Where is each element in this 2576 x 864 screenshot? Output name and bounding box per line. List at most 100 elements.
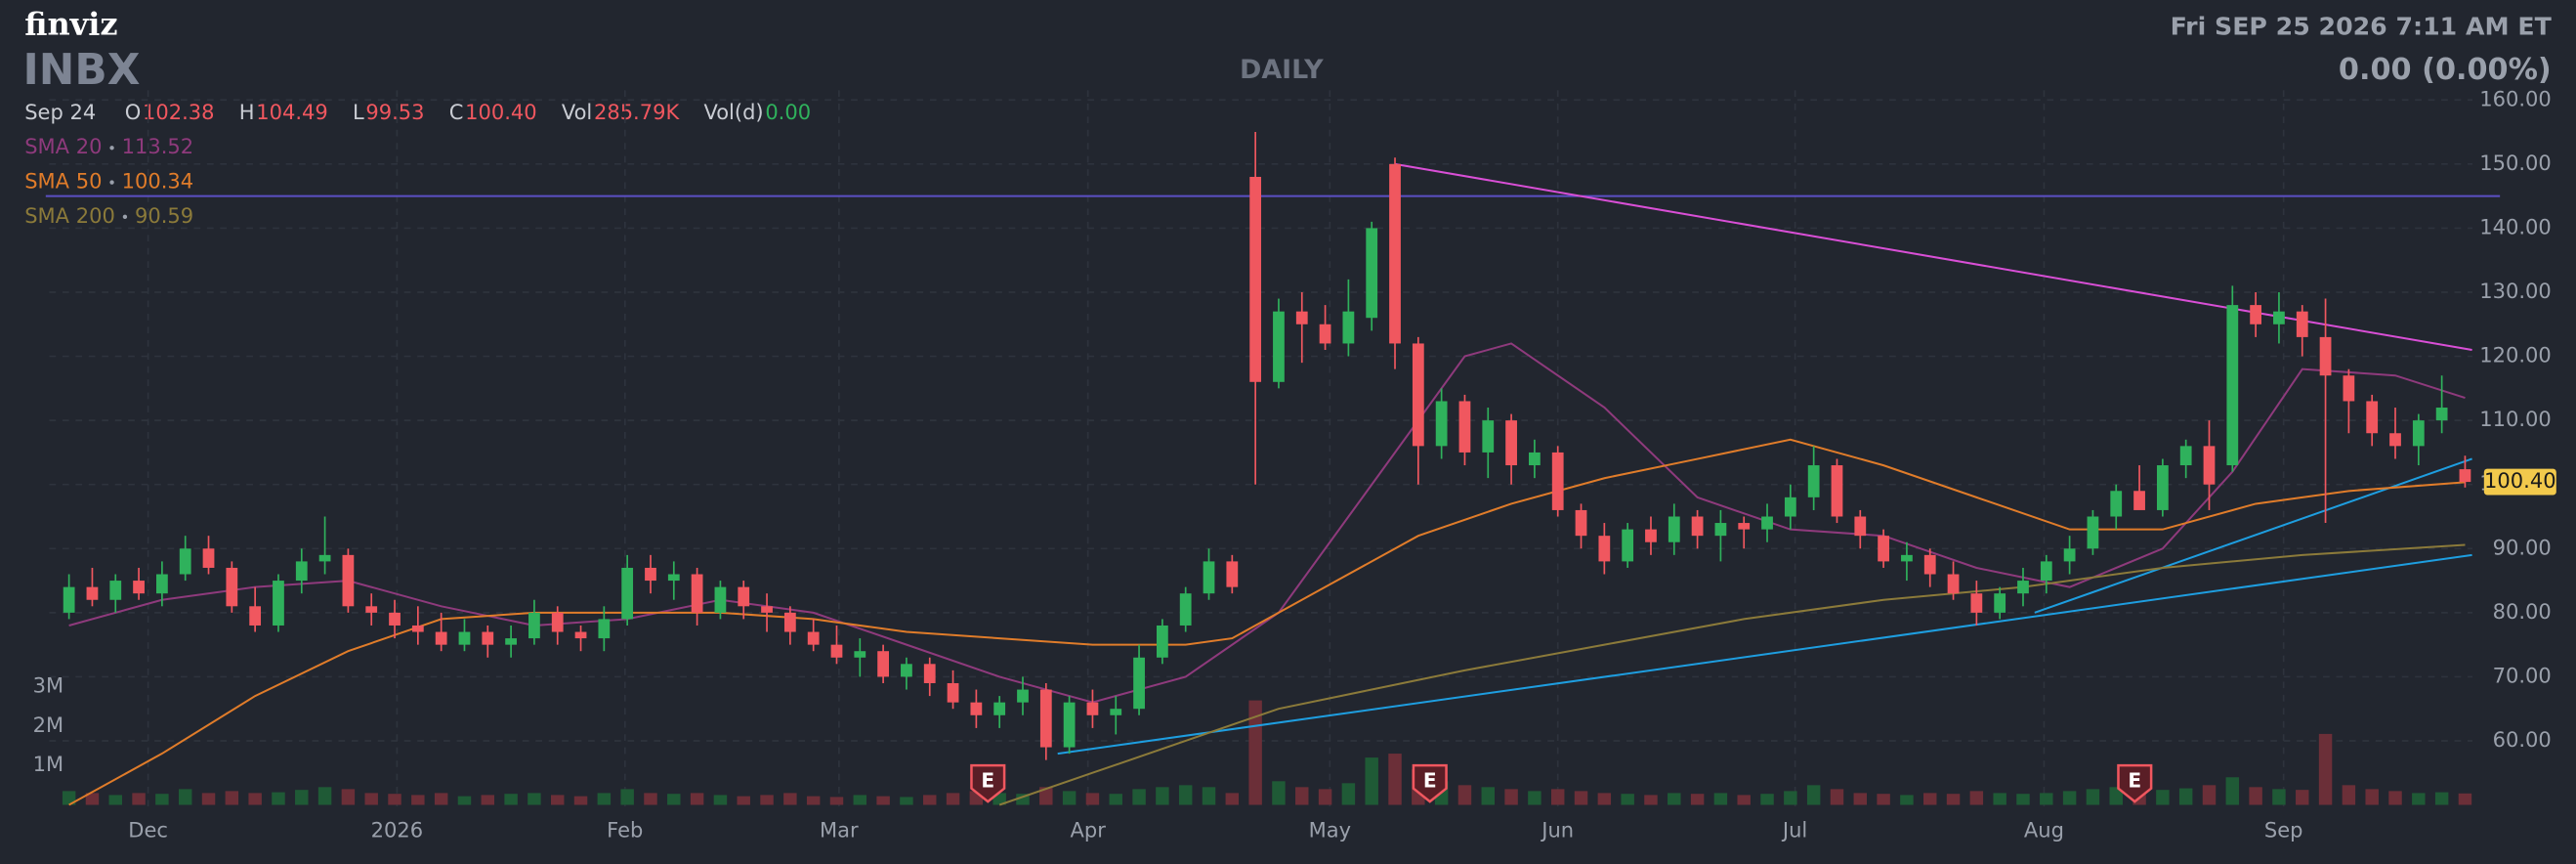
quote-value: 102.38 bbox=[143, 100, 215, 124]
x-tick-label: May bbox=[1309, 817, 1351, 842]
earnings-label: E bbox=[981, 768, 994, 792]
datetime: Fri SEP 25 2026 7:11 AM ET bbox=[2171, 13, 2553, 41]
timeframe: DAILY bbox=[1240, 55, 1324, 85]
candle-body bbox=[1482, 420, 1495, 453]
candle-body bbox=[877, 651, 890, 677]
volume-bar bbox=[2062, 791, 2077, 805]
volume-bar bbox=[900, 797, 913, 805]
volume-bar bbox=[2016, 794, 2030, 805]
candle-body bbox=[273, 581, 284, 626]
volume-bar bbox=[248, 793, 262, 805]
trendline bbox=[1057, 553, 2472, 756]
quote-label: Vol(d) bbox=[703, 100, 763, 124]
candle-body bbox=[2435, 408, 2448, 421]
volume-bar bbox=[85, 793, 100, 805]
change: 0.00 (0.00%) bbox=[2339, 53, 2552, 87]
y-tick-label: 130.00 bbox=[2479, 279, 2552, 303]
volume-bar bbox=[2412, 793, 2426, 805]
volume-bar bbox=[1109, 794, 1122, 805]
y-tick-label: 60.00 bbox=[2493, 727, 2552, 752]
candle-body bbox=[2156, 465, 2169, 510]
volume-bar bbox=[132, 793, 146, 805]
volume-bar bbox=[504, 794, 518, 805]
x-tick-label: 2026 bbox=[371, 817, 423, 842]
candle-body bbox=[1203, 561, 1215, 594]
volume-bar bbox=[597, 793, 612, 805]
candle-body bbox=[993, 702, 1006, 715]
candle-body bbox=[2273, 311, 2285, 324]
candle-body bbox=[389, 612, 401, 626]
candle-body bbox=[1226, 561, 1239, 587]
volume-bar bbox=[1993, 793, 2006, 805]
volume-bar bbox=[2040, 793, 2053, 805]
candle-body bbox=[1575, 509, 1587, 537]
candle-body bbox=[1412, 343, 1424, 447]
earnings-label: E bbox=[2128, 768, 2141, 792]
candle-body bbox=[1761, 516, 1773, 530]
candle-body bbox=[133, 581, 145, 594]
volume-bar bbox=[760, 795, 774, 805]
y-tick-label: 140.00 bbox=[2479, 214, 2552, 238]
volume-bar bbox=[2272, 789, 2286, 805]
legend-value: 90.59 bbox=[135, 203, 193, 228]
quote-label: C bbox=[449, 100, 464, 124]
candle-body bbox=[2319, 336, 2332, 376]
volume-bar bbox=[573, 796, 588, 805]
candle-body bbox=[1529, 452, 1541, 466]
candle-body bbox=[1923, 554, 1936, 575]
candle-body bbox=[1458, 401, 1471, 453]
candle-body bbox=[1435, 401, 1448, 447]
volume-bar bbox=[178, 789, 192, 805]
volume-bar bbox=[1085, 793, 1100, 805]
volume-bar bbox=[829, 797, 844, 805]
volume-bar bbox=[2109, 787, 2123, 805]
x-tick-label: Jul bbox=[1781, 817, 1807, 842]
candle-body bbox=[1622, 529, 1634, 562]
volume-bar bbox=[481, 795, 495, 805]
volume-bar bbox=[1550, 789, 1565, 805]
volume-tick-label: 1M bbox=[33, 752, 63, 776]
volume-bar bbox=[225, 791, 239, 805]
candle-body bbox=[1273, 311, 1285, 382]
volume-bar bbox=[2156, 790, 2170, 805]
x-tick-label: Dec bbox=[128, 817, 168, 842]
volume-bar bbox=[2434, 792, 2449, 805]
volume-bar bbox=[1806, 785, 1821, 805]
candle-body bbox=[202, 548, 215, 568]
volume-bar bbox=[528, 793, 541, 805]
volume-bar bbox=[341, 789, 356, 805]
candle-body bbox=[574, 631, 587, 639]
volume-bar bbox=[1969, 791, 1984, 805]
candle-body bbox=[807, 631, 820, 645]
candle-body bbox=[1901, 554, 1913, 562]
candle-body bbox=[923, 664, 936, 683]
volume-bar bbox=[1574, 791, 1588, 805]
candle-body bbox=[2459, 469, 2471, 483]
candle-body bbox=[1295, 311, 1308, 324]
candle-body bbox=[2226, 305, 2239, 466]
volume-bar bbox=[923, 795, 937, 805]
earnings-marker bbox=[970, 763, 1006, 803]
candle-body bbox=[226, 567, 238, 607]
x-tick-label: Aug bbox=[2024, 817, 2064, 842]
candle-body bbox=[1878, 536, 1889, 562]
candle-body bbox=[1249, 176, 1262, 382]
candle-body bbox=[1714, 523, 1727, 537]
x-tick-label: Sep bbox=[2264, 817, 2303, 842]
volume-bar bbox=[1946, 794, 1961, 805]
volume-bar bbox=[1272, 781, 1286, 805]
candle-body bbox=[365, 606, 378, 613]
volume-bar bbox=[1318, 789, 1332, 805]
quote-label: L bbox=[353, 100, 364, 124]
y-tick-label: 120.00 bbox=[2479, 343, 2552, 367]
y-tick-label: 70.00 bbox=[2493, 663, 2552, 687]
candle-body bbox=[1179, 593, 1192, 626]
volume-bar bbox=[690, 793, 704, 805]
candle-body bbox=[318, 554, 331, 562]
candle-body bbox=[1063, 702, 1076, 748]
candle-body bbox=[691, 574, 703, 613]
candle-body bbox=[1133, 657, 1145, 710]
candle-body bbox=[86, 586, 99, 600]
volume-bar bbox=[1877, 794, 1890, 805]
logo[interactable]: finviz bbox=[24, 5, 117, 42]
